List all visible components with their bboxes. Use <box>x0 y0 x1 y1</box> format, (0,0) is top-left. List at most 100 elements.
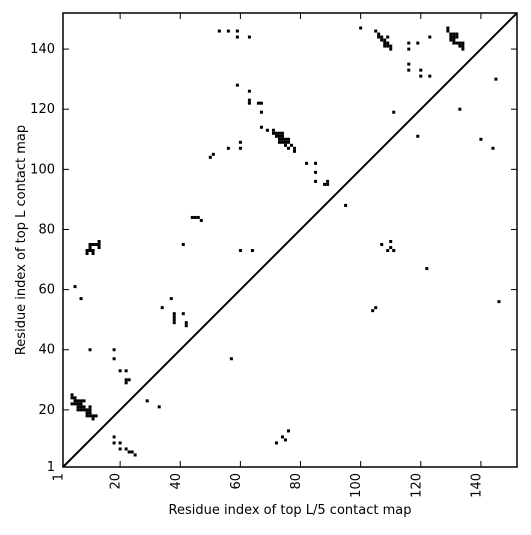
plot-frame <box>62 12 518 468</box>
contact-point <box>290 143 294 147</box>
contact-point <box>293 146 297 150</box>
contact-point <box>377 35 381 39</box>
contact-point <box>76 402 80 406</box>
contact-point <box>226 146 230 150</box>
contact-point <box>169 297 173 301</box>
contact-point <box>88 405 92 409</box>
contact-point <box>256 101 260 105</box>
contact-point <box>127 378 131 382</box>
contact-point <box>407 41 411 45</box>
contact-point <box>494 77 498 81</box>
x-tick-label: 140 <box>469 473 484 498</box>
contact-point <box>85 414 89 418</box>
y-tick-label: 20 <box>38 403 55 418</box>
x-tick-label: 80 <box>289 473 304 490</box>
contact-point <box>130 450 134 454</box>
contact-point <box>133 453 137 457</box>
contact-point <box>181 312 185 316</box>
y-tick-label: 100 <box>30 162 55 177</box>
contact-point <box>172 321 176 325</box>
contact-point <box>374 29 378 33</box>
contact-point <box>286 137 290 141</box>
contact-point <box>452 35 456 39</box>
contact-point <box>271 128 275 132</box>
contact-point <box>112 348 116 352</box>
contact-point <box>91 243 95 247</box>
contact-point <box>73 285 77 289</box>
contact-point <box>145 399 149 403</box>
contact-point <box>265 128 269 132</box>
contact-point <box>73 399 77 403</box>
contact-point <box>70 402 74 406</box>
contact-point <box>380 243 384 247</box>
contact-point <box>88 411 92 415</box>
contact-point <box>88 348 92 352</box>
contact-point <box>344 203 348 207</box>
contact-point <box>181 243 185 247</box>
contact-point <box>314 161 318 165</box>
contact-point <box>271 131 275 135</box>
x-tick-label: 20 <box>109 473 124 490</box>
contact-point <box>283 438 287 442</box>
contact-point <box>314 170 318 174</box>
contact-point <box>238 140 242 144</box>
contact-point <box>196 215 200 219</box>
contact-point <box>277 131 281 135</box>
contact-point <box>449 38 453 42</box>
contact-point <box>274 441 278 445</box>
contact-point <box>274 131 278 135</box>
contact-point <box>76 399 80 403</box>
contact-point <box>79 297 83 301</box>
contact-point <box>94 243 98 247</box>
contact-point <box>374 306 378 310</box>
contact-point <box>112 435 116 439</box>
contact-point <box>235 29 239 33</box>
contact-point <box>124 369 128 373</box>
contact-point <box>112 441 116 445</box>
contact-point <box>97 243 101 247</box>
contact-point <box>377 32 381 36</box>
contact-point <box>455 35 459 39</box>
contact-point <box>259 110 263 114</box>
contact-point <box>172 312 176 316</box>
contact-point <box>386 41 390 45</box>
contact-point <box>286 140 290 144</box>
contact-point <box>85 411 89 415</box>
contact-point <box>76 408 80 412</box>
contact-point <box>124 447 128 451</box>
contact-point <box>79 402 83 406</box>
contact-point <box>82 408 86 412</box>
contact-point <box>211 152 215 156</box>
x-tick-label: 60 <box>229 473 244 490</box>
contact-point <box>497 300 501 304</box>
contact-point <box>461 44 465 48</box>
contact-point <box>452 41 456 45</box>
contact-point <box>326 179 330 183</box>
contact-point <box>407 47 411 51</box>
x-tick-label: 100 <box>349 473 364 498</box>
contact-point <box>118 441 122 445</box>
contact-point <box>416 41 420 45</box>
contact-point <box>85 252 89 256</box>
contact-point <box>238 249 242 253</box>
contact-point <box>389 44 393 48</box>
y-tick-label: 140 <box>30 42 55 57</box>
contact-point <box>73 396 77 400</box>
contact-point <box>428 35 432 39</box>
contact-point <box>305 161 309 165</box>
contact-point <box>79 408 83 412</box>
contact-point <box>458 107 462 111</box>
contact-point <box>323 182 327 186</box>
contact-point <box>91 252 95 256</box>
contact-point <box>455 32 459 36</box>
contact-point <box>70 396 74 400</box>
contact-point <box>479 137 483 141</box>
contact-point <box>247 89 251 93</box>
contact-point <box>425 267 429 271</box>
contact-point <box>277 140 281 144</box>
contact-point <box>79 399 83 403</box>
x-tick-label: 120 <box>409 473 424 498</box>
contact-point <box>491 146 495 150</box>
